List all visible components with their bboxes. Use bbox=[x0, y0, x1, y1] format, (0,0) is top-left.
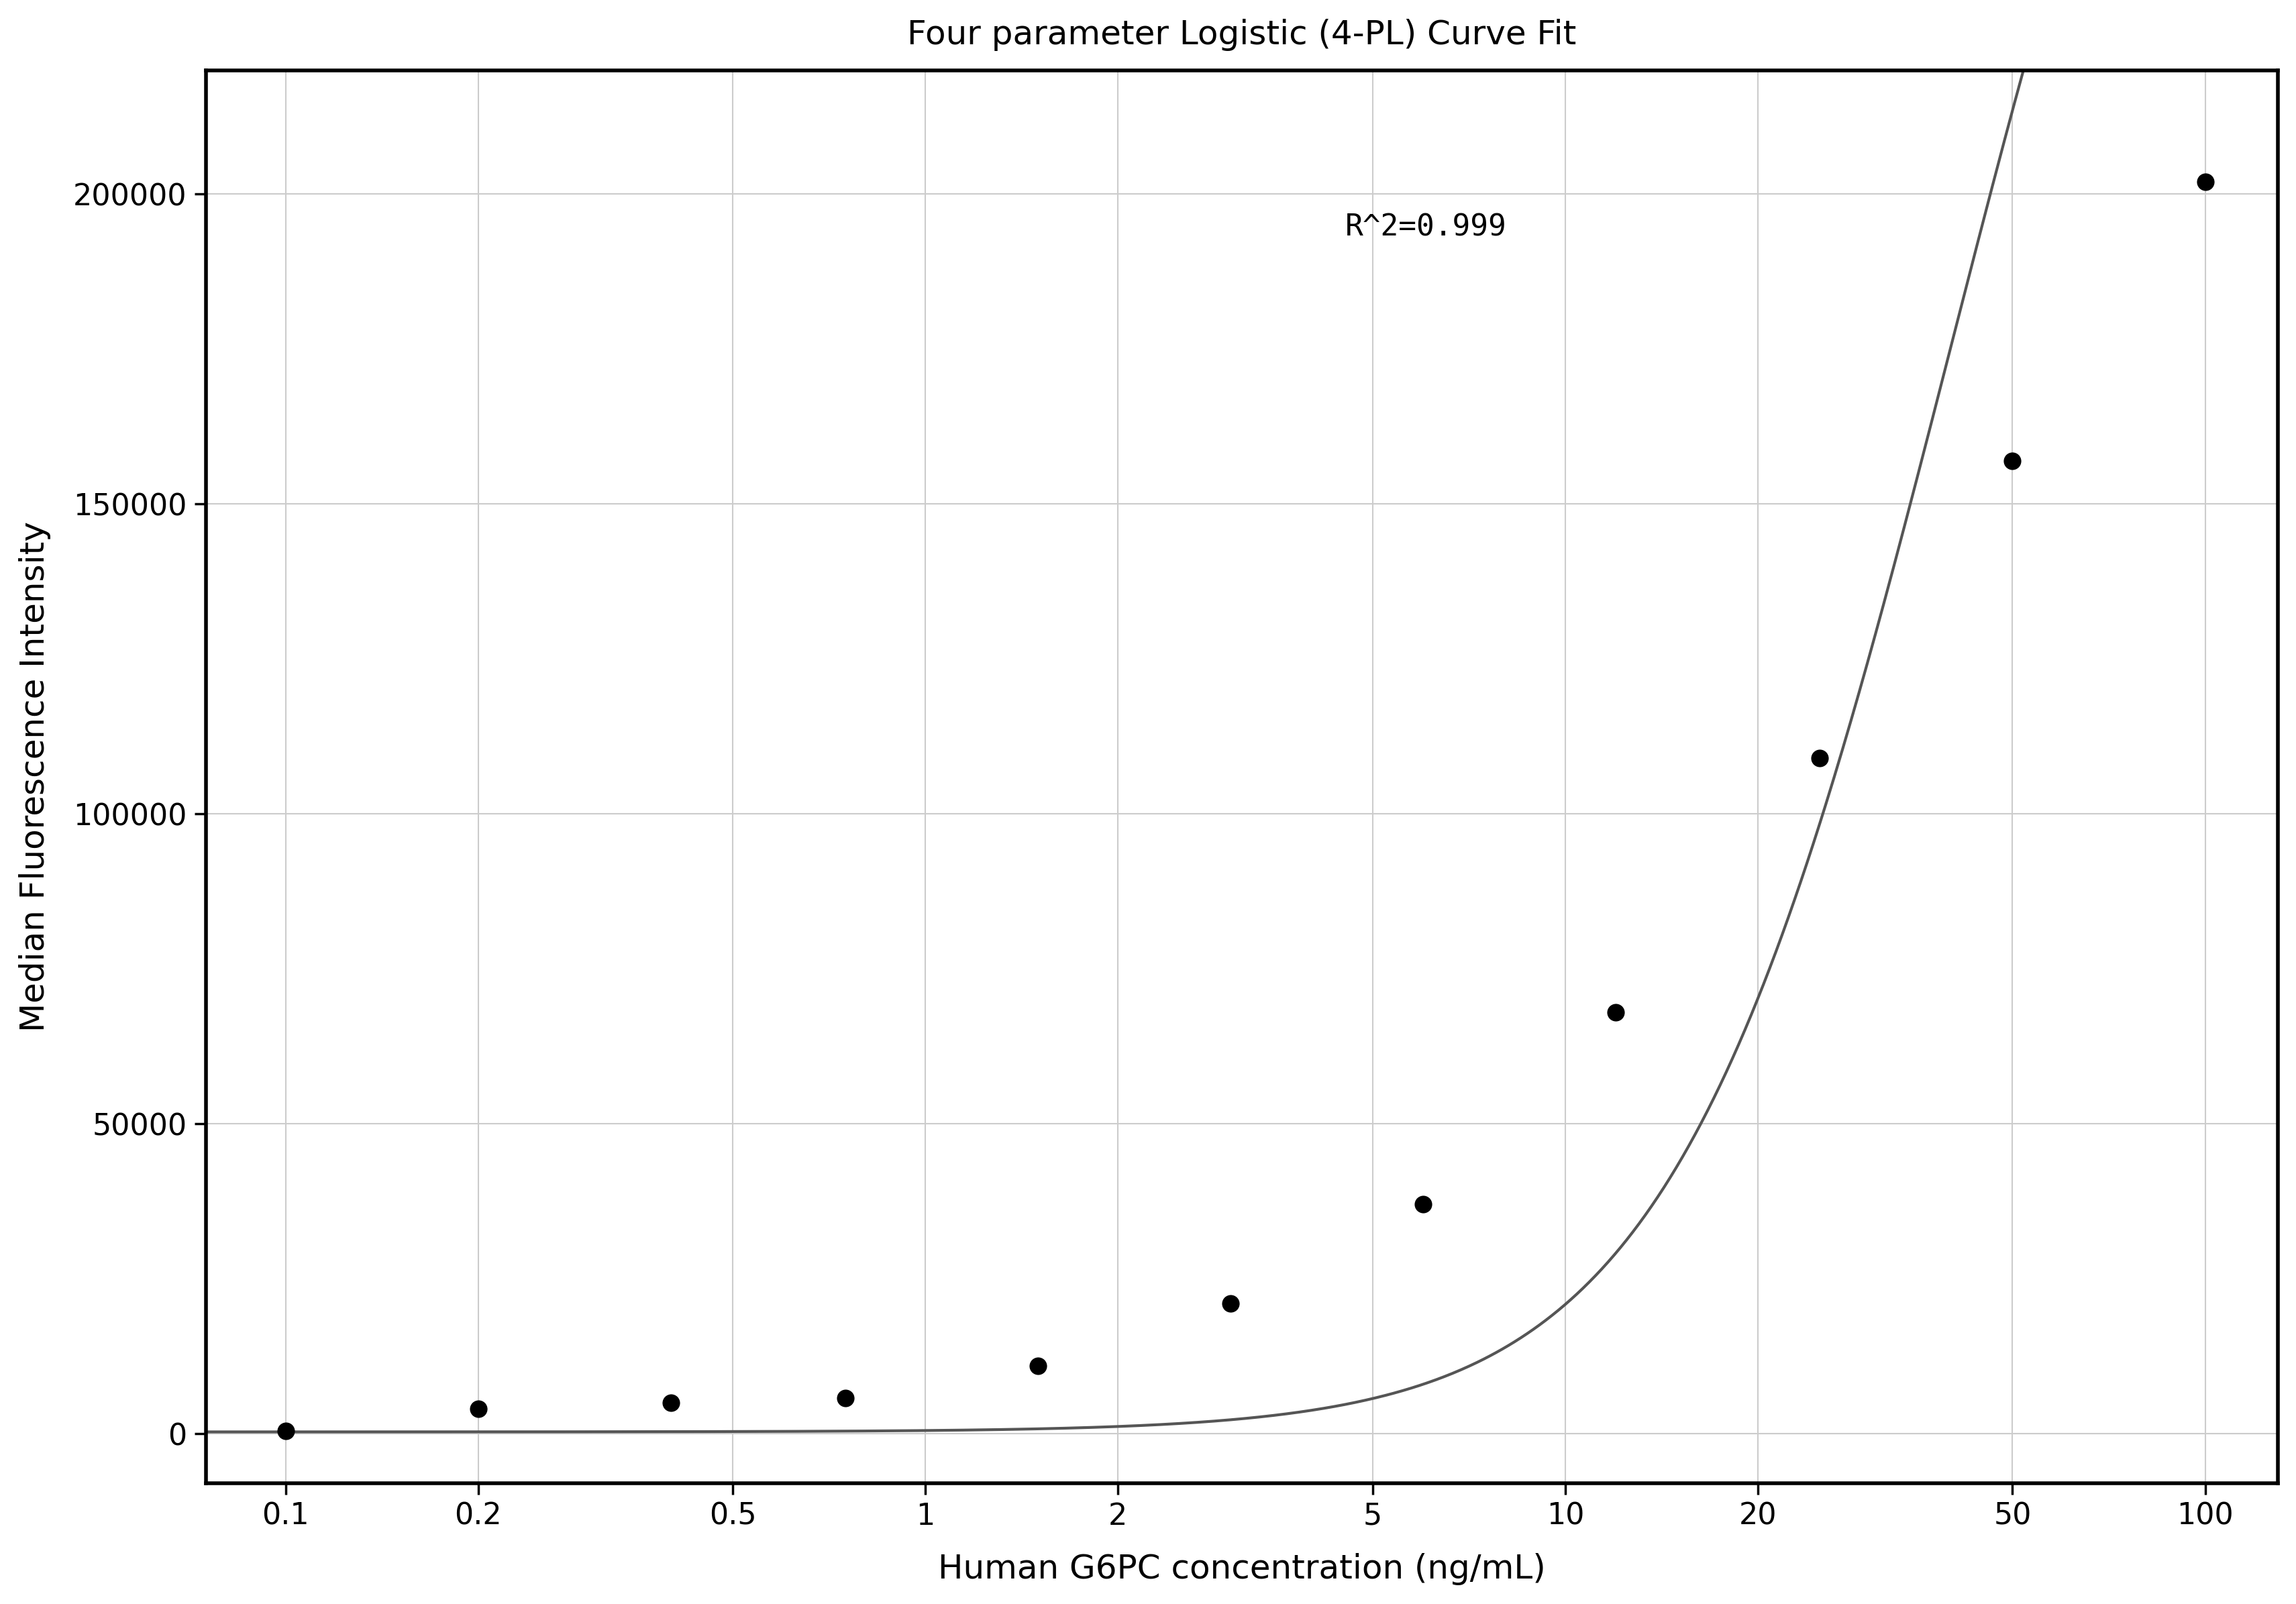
Point bbox=[266, 1418, 303, 1444]
Point bbox=[459, 1395, 496, 1421]
Point bbox=[652, 1391, 689, 1416]
Point bbox=[1019, 1352, 1056, 1378]
Title: Four parameter Logistic (4-PL) Curve Fit: Four parameter Logistic (4-PL) Curve Fit bbox=[907, 19, 1575, 51]
Text: R^2=0.999: R^2=0.999 bbox=[1345, 213, 1506, 242]
X-axis label: Human G6PC concentration (ng/mL): Human G6PC concentration (ng/mL) bbox=[937, 1553, 1545, 1585]
Point bbox=[2186, 168, 2223, 194]
Point bbox=[1405, 1192, 1442, 1217]
Point bbox=[1598, 999, 1635, 1025]
Point bbox=[1993, 448, 2030, 473]
Point bbox=[1212, 1291, 1249, 1317]
Point bbox=[827, 1384, 863, 1410]
Y-axis label: Median Fluorescence Intensity: Median Fluorescence Intensity bbox=[18, 521, 51, 1031]
Point bbox=[1800, 746, 1837, 772]
